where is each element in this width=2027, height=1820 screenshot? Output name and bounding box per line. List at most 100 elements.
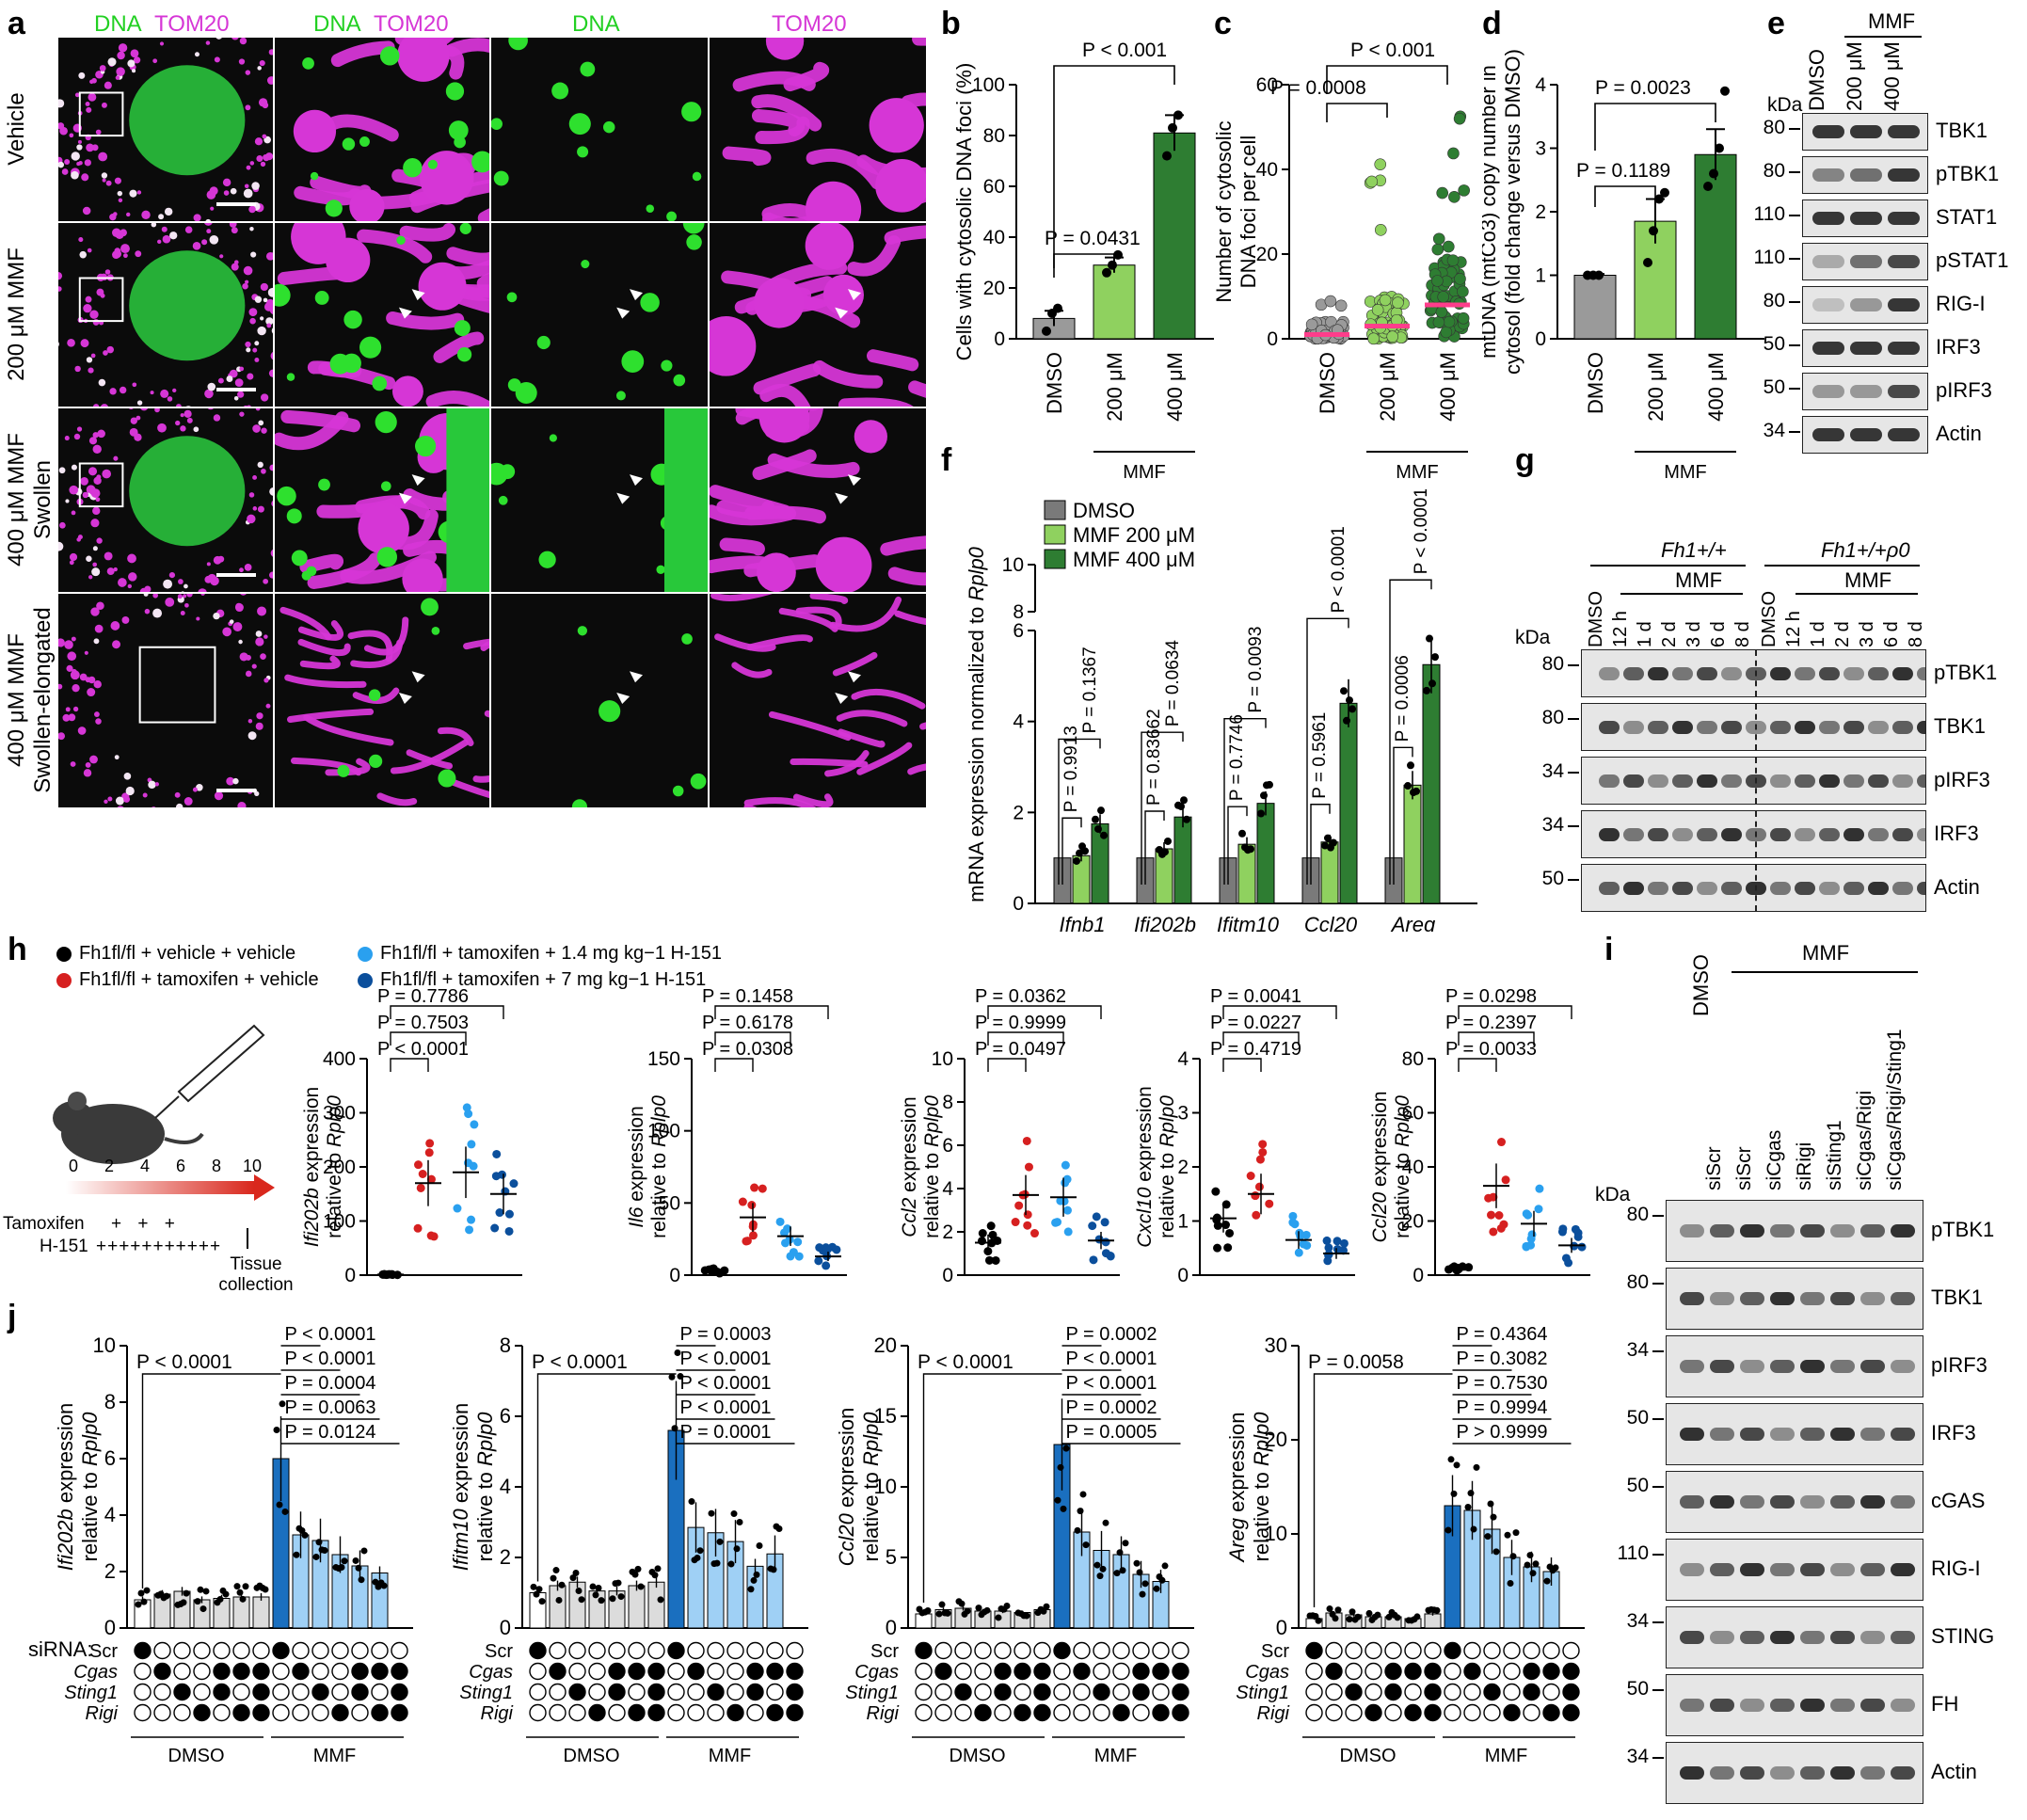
micrograph-svg <box>279 598 489 806</box>
blot-band <box>1850 212 1882 225</box>
micrograph-tile <box>58 38 273 221</box>
data-point <box>1436 186 1448 200</box>
data-point <box>1413 787 1420 795</box>
mito-dot <box>271 501 273 507</box>
mito-dot <box>123 773 132 780</box>
sirna-filled-dot <box>529 1641 547 1660</box>
y-axis-label-line: cytosol (fold change versus DMSO) <box>1501 49 1524 375</box>
mito-dot <box>115 75 120 80</box>
lane-divider <box>1755 811 1757 857</box>
data-point <box>1426 634 1433 643</box>
significance-bracket <box>1053 65 1175 268</box>
sirna-empty-dot <box>173 1641 191 1660</box>
data-point <box>1654 194 1664 204</box>
sirna-row-label: Cgas <box>1245 1662 1289 1683</box>
lane-label: 2 d <box>1832 621 1853 647</box>
data-point <box>822 1245 832 1254</box>
mito-tubule <box>710 485 792 519</box>
mito-dot <box>255 631 263 637</box>
sirna-filled-dot <box>1033 1703 1051 1722</box>
dna-focus <box>454 320 471 337</box>
mito-dot <box>81 173 89 182</box>
sirna-filled-dot <box>311 1683 329 1701</box>
blot-band <box>1672 720 1693 734</box>
legend-dot <box>56 947 72 962</box>
data-point <box>453 1204 462 1213</box>
significance-bracket <box>714 1005 829 1019</box>
data-point <box>1450 1490 1458 1497</box>
sirna-empty-dot <box>1073 1703 1091 1722</box>
blot-band <box>1812 298 1844 311</box>
significance-bracket <box>1594 185 1656 207</box>
mito-dot <box>209 186 218 196</box>
group-label: MMF <box>1485 1746 1528 1766</box>
label-part: Ifi202b <box>54 1509 77 1571</box>
arrowhead-icon <box>630 671 643 683</box>
micrograph-svg <box>710 594 926 807</box>
sirna-empty-dot <box>331 1683 349 1701</box>
y-tick-label: 0 <box>669 1265 680 1286</box>
y-tick-label: 8 <box>1013 601 1024 623</box>
sirna-filled-dot <box>1483 1683 1501 1701</box>
mito-dot <box>198 588 207 592</box>
row-label: Vehicle <box>4 40 60 218</box>
scale-bar <box>216 202 256 206</box>
data-point <box>315 1539 323 1546</box>
label-part: relative to <box>921 1147 943 1238</box>
lane-divider <box>1755 758 1757 804</box>
mito-dot <box>76 426 83 432</box>
mito-dot <box>82 206 91 216</box>
data-point <box>1504 1531 1511 1539</box>
kda-marker: 80 <box>1541 653 1564 675</box>
mito-dot <box>88 676 96 684</box>
blot-band <box>1721 774 1742 788</box>
sirna-filled-dot <box>153 1662 171 1681</box>
mito-dot <box>244 564 252 571</box>
mito-dot <box>114 177 121 184</box>
data-point <box>1060 1505 1067 1512</box>
sirna-empty-dot <box>1325 1641 1343 1660</box>
sirna-filled-dot <box>1542 1662 1560 1681</box>
sirna-empty-dot <box>1384 1703 1402 1722</box>
data-point <box>1057 1463 1064 1471</box>
sirna-filled-dot <box>1424 1683 1442 1701</box>
p-value: P = 0.9913 <box>1061 726 1081 812</box>
blot-band <box>1830 1631 1855 1644</box>
data-point <box>1213 1243 1222 1253</box>
mito-dot <box>229 223 237 228</box>
mito-dot <box>185 406 191 407</box>
blot-band <box>1888 298 1920 311</box>
blot-label: pSTAT1 <box>1936 248 2009 272</box>
label-part: relative to <box>473 1466 497 1562</box>
mito-dot <box>70 761 76 767</box>
blot-band <box>1710 1360 1734 1373</box>
mito-dot <box>141 210 151 220</box>
mito-dot <box>113 249 122 259</box>
y-tick-label: 40 <box>1256 159 1278 181</box>
data-point <box>1257 809 1265 818</box>
p-value: P = 0.0006 <box>1393 655 1413 742</box>
sirna-empty-dot <box>371 1641 389 1660</box>
kda-tick <box>1568 825 1579 827</box>
data-point <box>1116 1549 1124 1557</box>
blot-strip <box>1666 1200 1923 1262</box>
mito-swollen <box>418 262 467 311</box>
blot-band <box>1850 385 1882 398</box>
y-tick-label: 100 <box>323 1211 356 1233</box>
mito-tubule <box>722 146 772 167</box>
data-point <box>1464 1503 1472 1510</box>
mito-swollen <box>326 237 371 283</box>
mito-tubule <box>363 616 409 656</box>
dna-focus <box>681 102 702 122</box>
label-part: Rplp0 <box>78 1412 102 1466</box>
arrowhead-icon <box>616 492 630 504</box>
mito-dot <box>93 679 102 689</box>
data-point <box>1332 1615 1339 1622</box>
data-point <box>1322 1236 1332 1245</box>
sirna-empty-dot <box>726 1683 744 1701</box>
mito-dot <box>239 411 245 417</box>
sirna-empty-dot <box>213 1703 231 1722</box>
row-label-line: 400 μM MMF <box>4 433 29 567</box>
